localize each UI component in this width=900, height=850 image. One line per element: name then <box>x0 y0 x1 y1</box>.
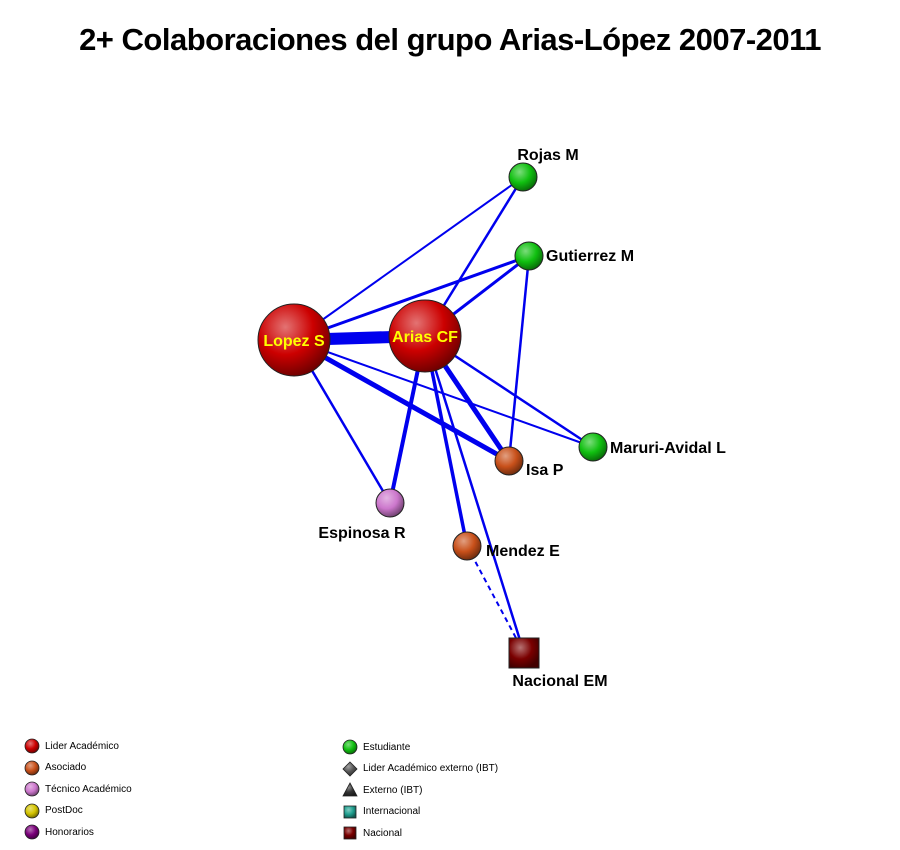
node-label-mendez: Mendez E <box>486 543 560 560</box>
legend-diamond-icon <box>342 760 358 777</box>
legend-circle-icon <box>24 760 40 775</box>
legend-label: Lider Académico <box>45 740 119 752</box>
legend-circle-icon <box>24 738 40 754</box>
edge-lopez-gutierrez <box>293 254 530 342</box>
legend-item-externo: Externo (IBT) <box>342 780 422 800</box>
node-label-nacional: Nacional EM <box>512 673 607 690</box>
legend-square-icon <box>343 805 357 818</box>
node-nacional[interactable] <box>508 637 540 669</box>
legend-item-asociado: Asociado <box>24 758 86 778</box>
node-arias[interactable] <box>388 299 462 373</box>
legend-label: Lider Académico externo (IBT) <box>363 763 499 774</box>
legend-label: Nacional <box>363 827 402 839</box>
legend-item-postdoc: PostDoc <box>24 801 83 821</box>
legend-label: Estudiante <box>363 741 411 753</box>
legend-circle-icon <box>24 781 40 797</box>
page-title: 2+ Colaboraciones del grupo Arias-López … <box>79 22 821 57</box>
legend-label: Técnico Académico <box>45 783 132 795</box>
legend-item-honorarios: Honorarios <box>24 822 94 842</box>
legend-item-tecnico: Técnico Académico <box>24 779 132 799</box>
legend-item-estudiante: Estudiante <box>342 737 410 757</box>
legend-label: Asociado <box>45 762 87 773</box>
edge-gutierrez-isa <box>507 255 531 462</box>
node-label-isa: Isa P <box>526 462 564 479</box>
legend-triangle-icon <box>342 782 358 797</box>
legend-item-lider_externo: Lider Académico externo (IBT) <box>342 759 498 779</box>
legend-square-icon <box>343 826 357 840</box>
edge-lopez-isa <box>292 337 511 464</box>
node-label-gutierrez: Gutierrez M <box>546 248 634 265</box>
node-label-espinosa: Espinosa R <box>318 525 406 542</box>
node-mendez[interactable] <box>452 531 482 561</box>
node-gutierrez[interactable] <box>514 241 544 271</box>
node-espinosa[interactable] <box>375 488 405 518</box>
legend-label: Honorarios <box>45 826 94 838</box>
edge-lopez-rojas <box>293 176 524 341</box>
legend-item-nacional: Nacional <box>342 823 402 843</box>
node-label-arias: Arias CF <box>392 329 458 346</box>
edge-arias-nacional <box>423 335 526 654</box>
node-rojas[interactable] <box>508 162 538 192</box>
legend-label: Externo (IBT) <box>363 784 423 796</box>
node-label-rojas: Rojas M <box>517 147 578 164</box>
legend-label: PostDoc <box>45 805 83 816</box>
edge-mendez-nacional <box>466 545 525 654</box>
legend-circle-icon <box>24 803 40 818</box>
legend-circle-icon <box>24 824 40 840</box>
legend-circle-icon <box>342 739 358 755</box>
node-maruri[interactable] <box>578 432 608 462</box>
legend-item-internacional: Internacional <box>342 802 420 822</box>
node-isa[interactable] <box>494 446 524 476</box>
legend-label: Internacional <box>363 806 421 817</box>
node-label-lopez: Lopez S <box>263 333 325 350</box>
node-label-maruri: Maruri-Avidal L <box>610 440 726 457</box>
legend-item-lider: Lider Académico <box>24 736 119 756</box>
node-lopez[interactable] <box>257 303 331 377</box>
